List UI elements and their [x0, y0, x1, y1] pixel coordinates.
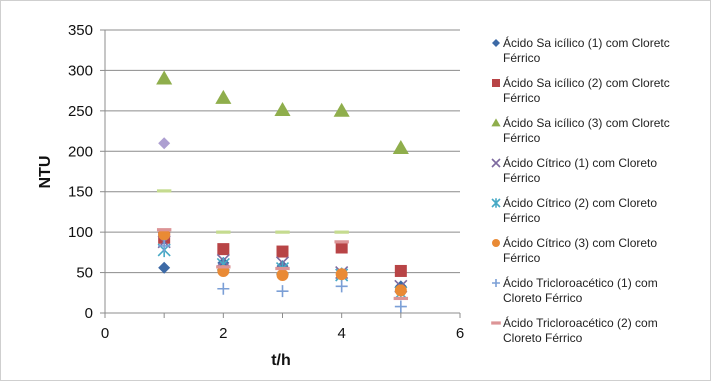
series-8-point [275, 266, 290, 271]
series-3-point [274, 101, 291, 116]
series-3-point [392, 140, 409, 155]
series-8-point [334, 240, 349, 244]
x-tick-label: 4 [337, 325, 345, 342]
legend-label: Férrico [503, 51, 541, 65]
legend-marker [491, 118, 501, 127]
series-1-point [158, 261, 171, 274]
series-3-point [156, 70, 173, 85]
legend-label: Férrico [503, 131, 541, 145]
y-tick-label: 150 [68, 184, 93, 201]
y-tick-label: 50 [76, 265, 93, 282]
legend-label: Ácido Sa icílico (1) com Cloretc [503, 35, 670, 50]
legend-label: Ácido Sa icílico (3) com Cloretc [503, 115, 670, 130]
points-layer [156, 70, 409, 313]
legend-marker [491, 158, 501, 168]
series-8-point [393, 296, 409, 301]
series-7-point [335, 280, 348, 293]
y-tick-label: 200 [68, 143, 93, 160]
series-3-point [333, 102, 350, 117]
legend-label: Férrico [503, 211, 541, 225]
series-7-point [276, 285, 289, 298]
legend-marker [491, 198, 501, 208]
legend-label: Cloreto Férrico [503, 291, 583, 305]
legend-label: Ácido Sa icílico (2) com Cloretc [503, 75, 670, 90]
x-axis-title: t/h [271, 352, 291, 369]
x-tick-label: 6 [456, 325, 464, 342]
x-tick-label: 2 [219, 325, 227, 342]
legend-marker [492, 39, 500, 47]
y-tick-label: 300 [68, 62, 93, 79]
series-6-point [394, 284, 407, 297]
series-2-point [335, 241, 348, 254]
legend-label: Ácido Tricloroacético (2) com [503, 315, 658, 330]
series-6-point [335, 268, 348, 281]
y-axis-title: NTU [37, 156, 54, 189]
series-2-point [394, 264, 407, 277]
series-2-point [276, 245, 289, 258]
legend-label: Férrico [503, 171, 541, 185]
series-7-point [217, 282, 230, 295]
legend-label: Férrico [503, 91, 541, 105]
legend-marker [492, 79, 500, 87]
series-10-point [216, 230, 231, 234]
series-10-point [275, 230, 290, 234]
series-10-point [334, 230, 349, 234]
series-2-point [217, 243, 230, 256]
legend-label: Cloreto Férrico [503, 331, 583, 345]
y-tick-label: 250 [68, 103, 93, 120]
y-tick-label: 100 [68, 224, 93, 241]
series-6-point [158, 228, 171, 241]
series-7-point [394, 300, 407, 313]
series-8-point [156, 228, 172, 232]
series-6-point [276, 268, 289, 281]
legend-label: Ácido Cítrico (3) com Cloreto [503, 235, 657, 250]
series-8-point [216, 265, 231, 269]
y-tick-label: 0 [85, 305, 93, 322]
series-10-point [156, 189, 172, 193]
x-tick-label: 0 [101, 325, 109, 342]
legend-label: Férrico [503, 251, 541, 265]
legend-label: Ácido Cítrico (2) com Cloreto [503, 195, 657, 210]
series-7-point [158, 239, 171, 252]
legend-label: Ácido Tricloroacético (1) com [503, 275, 658, 290]
legend-label: Ácido Cítrico (1) com Cloreto [503, 155, 657, 170]
legend-marker [491, 321, 501, 325]
legend: Ácido Sa icílico (1) com CloretcFérricoÁ… [491, 35, 670, 345]
axis-layer: 0 50 100 150 200 250 300 350 0 2 4 6 [68, 22, 464, 342]
legend-marker [492, 239, 500, 247]
series-9-point [158, 137, 171, 150]
series-3-point [215, 89, 232, 104]
legend-marker [492, 279, 500, 287]
y-tick-label: 350 [68, 22, 93, 39]
